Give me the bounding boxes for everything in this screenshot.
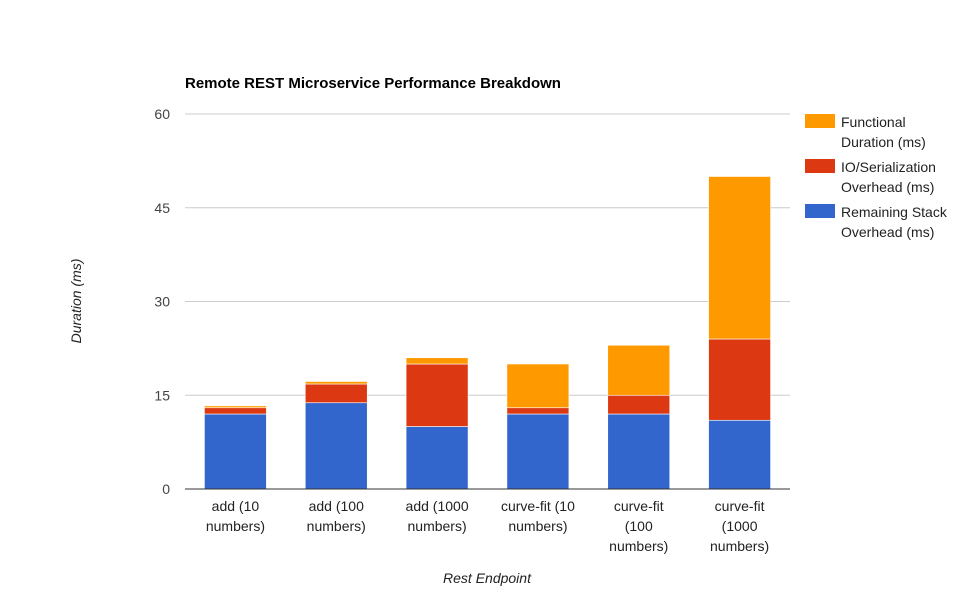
bar-segment-s2-c2 [405, 357, 469, 365]
legend-swatch [805, 204, 835, 218]
bar-segment-s1-c2 [405, 363, 469, 427]
y-tick-label: 60 [154, 106, 170, 122]
bar-segment-s0-c5 [708, 419, 771, 490]
legend-label: Overhead (ms) [841, 224, 934, 240]
bar-segment-s2-c5 [708, 176, 771, 340]
bar-segment-s1-c4 [607, 394, 671, 415]
x-category-label: numbers) [609, 538, 668, 554]
x-category-label: numbers) [408, 518, 467, 534]
chart-title: Remote REST Microservice Performance Bre… [185, 75, 561, 92]
bar-segment-s1-c5 [708, 338, 771, 421]
x-category-label: add (100 [309, 498, 364, 514]
x-category-label: (1000 [722, 518, 758, 534]
x-category-label: curve-fit [614, 498, 664, 514]
gridlines [185, 113, 790, 396]
bar-segment-s0-c4 [607, 413, 671, 490]
y-tick-label: 0 [162, 481, 170, 497]
y-axis-ticks: 0 15 30 45 60 [154, 106, 170, 497]
y-tick-label: 45 [154, 200, 170, 216]
bar-segment-s0-c0 [204, 413, 267, 490]
bar-segment-s2-c0 [204, 405, 267, 409]
bar-segment-s2-c1 [304, 381, 368, 385]
legend-label: Duration (ms) [841, 134, 926, 150]
y-tick-label: 15 [154, 387, 170, 403]
bar-segment-s0-c3 [506, 413, 570, 490]
x-axis-categories: add (10 numbers) add (100 numbers) add (1000… [206, 498, 769, 554]
y-tick-label: 30 [154, 294, 170, 310]
x-category-label: numbers) [508, 518, 567, 534]
x-category-label: curve-fit [715, 498, 765, 514]
y-axis-title: Duration (ms) [68, 259, 84, 344]
x-category-label: numbers) [710, 538, 769, 554]
bar-segment-s1-c3 [506, 407, 570, 415]
legend: Functional Duration (ms) IO/Serialization O… [805, 114, 948, 240]
legend-swatch [805, 159, 835, 173]
bar-segment-s2-c4 [607, 344, 671, 396]
legend-label: IO/Serialization [841, 159, 936, 175]
x-category-label: add (10 [212, 498, 260, 514]
x-category-label: (100 [625, 518, 653, 534]
x-category-label: add (1000 [406, 498, 469, 514]
x-category-label: numbers) [307, 518, 366, 534]
bar-segment-s0-c1 [304, 402, 368, 490]
x-category-label: curve-fit (10 [501, 498, 575, 514]
legend-label: Remaining Stack [841, 204, 948, 220]
bar-segment-s0-c2 [405, 426, 469, 490]
x-axis-title: Rest Endpoint [443, 570, 532, 586]
x-category-label: numbers) [206, 518, 265, 534]
bar-segment-s1-c1 [304, 383, 368, 404]
bars [204, 176, 771, 490]
bar-segment-s2-c3 [506, 363, 570, 409]
bar-segment-s1-c0 [204, 407, 267, 415]
legend-label: Functional [841, 114, 906, 130]
legend-label: Overhead (ms) [841, 179, 934, 195]
legend-swatch [805, 114, 835, 128]
